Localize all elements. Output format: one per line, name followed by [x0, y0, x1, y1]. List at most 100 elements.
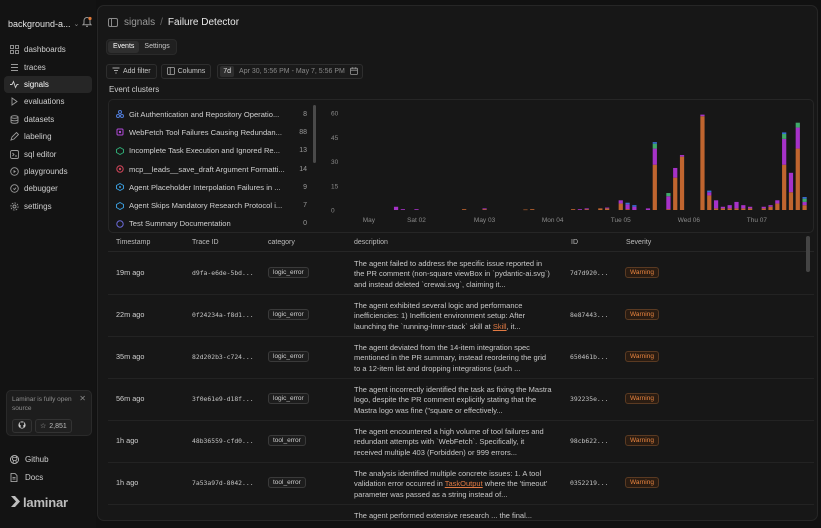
chart-bar-segment[interactable]	[700, 116, 705, 210]
cell-id[interactable]: 392235e...	[570, 395, 609, 403]
chart-bar-segment[interactable]	[679, 156, 685, 210]
chart-bar-segment[interactable]	[400, 209, 405, 210]
cell-trace-id[interactable]: d9fa-e6de-5bd...	[192, 269, 254, 277]
chart-bar-segment[interactable]	[768, 206, 773, 210]
chart-bar-segment[interactable]	[761, 206, 766, 209]
laminar-logo[interactable]: laminar	[11, 495, 68, 510]
column-header-timestamp[interactable]: Timestamp	[116, 239, 151, 246]
chart-bar-segment[interactable]	[727, 208, 732, 210]
cluster-item[interactable]: Agent Skips Mandatory Research Protocol …	[112, 196, 310, 214]
chart-bar-segment[interactable]	[632, 206, 637, 210]
chart-bar-segment[interactable]	[673, 167, 678, 178]
sidebar-item-sql-editor[interactable]: sql editor	[4, 145, 92, 162]
chart-bar-segment[interactable]	[782, 132, 787, 135]
chart-bar-segment[interactable]	[673, 177, 678, 210]
cell-id[interactable]: 650461b...	[570, 353, 609, 361]
column-header-trace-id[interactable]: Trace ID	[192, 239, 219, 246]
sidebar-item-datasets[interactable]: datasets	[4, 111, 92, 128]
chart-bar-segment[interactable]	[462, 209, 467, 210]
chart-bar-segment[interactable]	[482, 209, 487, 210]
chart-bar-segment[interactable]	[577, 209, 583, 210]
chart-bar-segment[interactable]	[584, 208, 589, 210]
github-link[interactable]: Github	[9, 453, 49, 465]
sidebar-toggle-icon[interactable]	[108, 18, 118, 27]
sidebar-item-labeling[interactable]: labeling	[4, 128, 92, 145]
chart-bar-segment[interactable]	[618, 200, 623, 204]
table-row[interactable]: 22m ago 0f24234a-f8d1... logic_error The ag…	[108, 295, 814, 337]
cluster-item[interactable]: mcp__leads__save_draft Argument Formatti…	[112, 160, 310, 178]
chart-bar-segment[interactable]	[775, 200, 780, 204]
chart-bar-segment[interactable]	[788, 172, 794, 193]
chart-bar-segment[interactable]	[632, 205, 637, 207]
chart-bar-segment[interactable]	[393, 206, 399, 210]
table-scrollbar[interactable]	[806, 236, 810, 272]
description-link[interactable]: Skill	[492, 321, 507, 331]
sidebar-item-debugger[interactable]: debugger	[4, 180, 92, 197]
column-header-severity[interactable]: Severity	[626, 239, 652, 246]
project-selector[interactable]: background-a... ⌄	[8, 17, 92, 31]
sidebar-item-signals[interactable]: signals	[4, 75, 92, 94]
table-row[interactable]: 35m ago 82d202b3-c724... logic_error The ag…	[108, 337, 814, 379]
chart-bar-segment[interactable]	[795, 122, 800, 128]
chart-bar-segment[interactable]	[652, 148, 657, 165]
chart-bar-segment[interactable]	[795, 127, 800, 149]
cell-id[interactable]: 8e87443...	[570, 311, 609, 319]
docs-link[interactable]: Docs	[9, 471, 43, 483]
chart-bar-segment[interactable]	[748, 206, 753, 209]
breadcrumb-signals[interactable]: signals	[124, 17, 156, 28]
cell-trace-id[interactable]: 48b36559-cfd0...	[192, 437, 254, 445]
chart-bar-segment[interactable]	[523, 209, 528, 211]
chart-bar-segment[interactable]	[700, 114, 705, 117]
cluster-item[interactable]: Git Authentication and Repository Operat…	[112, 105, 310, 123]
chart-bar-segment[interactable]	[720, 206, 726, 209]
chart-bar-segment[interactable]	[482, 208, 487, 210]
date-range-picker[interactable]: 7d Apr 30, 5:56 PM - May 7, 5:56 PM	[217, 64, 363, 79]
add-filter-button[interactable]: Add filter	[106, 64, 157, 79]
chart-bar-segment[interactable]	[761, 208, 766, 210]
chart-bar-segment[interactable]	[727, 205, 732, 209]
chart-bar-segment[interactable]	[625, 202, 630, 205]
sidebar-item-settings[interactable]: settings	[4, 198, 92, 215]
close-icon[interactable]: ✕	[79, 394, 86, 403]
chart-bar-segment[interactable]	[713, 208, 719, 210]
cell-trace-id[interactable]: 7a53a97d-8042...	[192, 479, 254, 487]
cluster-list-scrollbar[interactable]	[313, 105, 316, 163]
chart-bar-segment[interactable]	[782, 164, 787, 210]
chart-bar-segment[interactable]	[645, 208, 651, 210]
column-header-id[interactable]: ID	[571, 239, 578, 246]
cluster-item[interactable]: Agent Placeholder Interpolation Failures…	[112, 178, 310, 196]
chart-bar-segment[interactable]	[584, 209, 589, 210]
tab-settings[interactable]: Settings	[144, 43, 170, 50]
chart-bar-segment[interactable]	[741, 205, 746, 209]
chart-bar-segment[interactable]	[768, 205, 773, 207]
github-stars-button[interactable]: ☆ 2,851	[35, 419, 72, 433]
cell-trace-id[interactable]: 82d202b3-c724...	[192, 353, 254, 361]
chart-bar-segment[interactable]	[707, 195, 712, 210]
cell-trace-id[interactable]: 0f24234a-f8d1...	[192, 311, 254, 319]
chart-bar-segment[interactable]	[802, 198, 807, 202]
cluster-item[interactable]: WebFetch Tool Failures Causing Redundan.…	[112, 123, 310, 141]
chart-bar-segment[interactable]	[782, 134, 787, 139]
cluster-item[interactable]: Incomplete Task Execution and Ignored Re…	[112, 142, 310, 160]
chart-bar-segment[interactable]	[679, 155, 685, 157]
chart-bar-segment[interactable]	[625, 204, 630, 210]
chart-bar-segment[interactable]	[802, 205, 807, 210]
chart-bar-segment[interactable]	[666, 193, 671, 197]
sidebar-item-playgrounds[interactable]: playgrounds	[4, 163, 92, 180]
chart-bar-segment[interactable]	[598, 208, 603, 210]
chart-bar-segment[interactable]	[707, 190, 712, 193]
github-button[interactable]	[12, 419, 32, 433]
chart-bar-segment[interactable]	[775, 203, 780, 210]
table-row[interactable]: 19m ago d9fa-e6de-5bd... logic_error The ag…	[108, 253, 814, 295]
chart-bar-segment[interactable]	[802, 201, 807, 206]
table-row[interactable]: 1h ago 7a53a97d-8042... tool_error The anal…	[108, 463, 814, 505]
chart-bar-segment[interactable]	[530, 209, 535, 210]
cell-trace-id[interactable]: 3f0e61e9-d18f...	[192, 395, 254, 403]
chart-bar-segment[interactable]	[795, 148, 800, 210]
chart-bar-segment[interactable]	[741, 208, 746, 210]
chart-bar-segment[interactable]	[748, 208, 753, 210]
table-row[interactable]: 56m ago 3f0e61e9-d18f... logic_error The ag…	[108, 379, 814, 421]
table-row[interactable]: 1h ago The agent performed extensive rese…	[108, 505, 814, 520]
tab-events[interactable]: Events	[108, 41, 140, 53]
cluster-item[interactable]: Test Summary Documentation 0	[112, 215, 310, 233]
